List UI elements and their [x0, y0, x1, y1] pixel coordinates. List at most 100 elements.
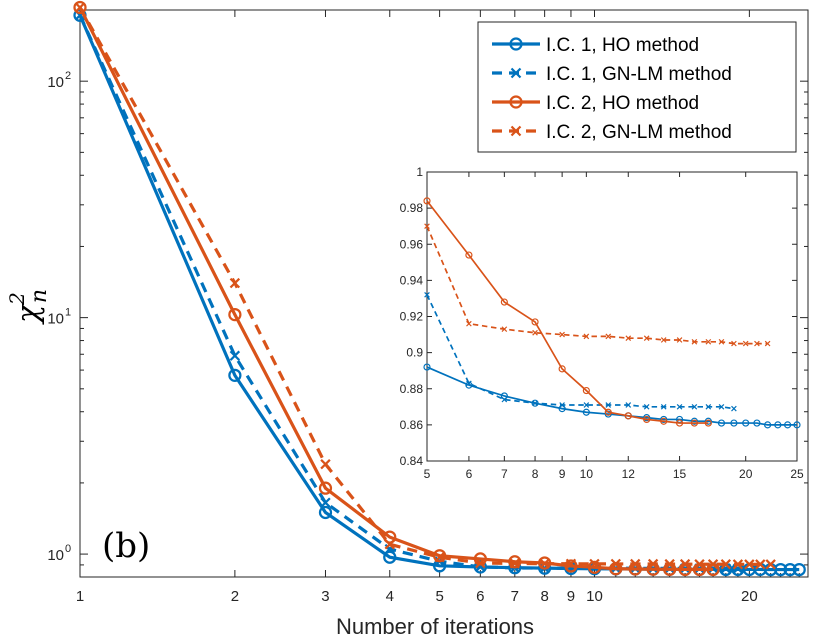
inset-marker-x — [501, 326, 508, 332]
main-marker-x — [707, 559, 719, 570]
inset-series-line — [426, 225, 768, 345]
inset-y-tick-label: 0.92 — [400, 310, 424, 324]
main-marker-x — [229, 350, 241, 361]
inset-marker-x — [424, 292, 430, 298]
inset-frame — [426, 171, 798, 462]
inset-marker-circle — [582, 408, 590, 416]
inset-x-tick-label: 6 — [466, 467, 473, 481]
inset-x-tick-label: 10 — [580, 467, 594, 481]
main-marker-x — [539, 558, 550, 569]
inset-marker-circle — [690, 419, 698, 427]
legend-label: I.C. 2, HO method — [546, 93, 699, 114]
inset-marker-x — [691, 338, 698, 345]
x-tick-label: 2 — [231, 588, 239, 605]
inset-marker-x — [731, 405, 737, 412]
x-tick-label: 10 — [586, 588, 603, 605]
main-marker-circle — [773, 562, 788, 577]
main-marker-x — [565, 558, 577, 569]
main-marker-x — [589, 558, 600, 570]
y-tick-label: 10 — [47, 311, 64, 328]
x-tick-label: 1 — [76, 588, 84, 605]
main-marker-circle — [508, 555, 522, 569]
main-marker-circle — [318, 505, 333, 520]
inset-marker-circle — [742, 419, 750, 427]
svg-text:χ2n: χ2n — [5, 289, 52, 325]
inset-marker-circle — [500, 298, 508, 306]
main-marker-x — [720, 559, 732, 570]
inset-marker-circle — [730, 419, 738, 427]
inset-marker-x — [583, 402, 590, 408]
x-tick-label: 7 — [511, 588, 519, 605]
main-marker-circle — [318, 481, 333, 495]
inset-marker-x — [660, 403, 667, 410]
inset-y-tick-label: 0.9 — [406, 346, 423, 360]
inset-marker-x — [625, 402, 632, 408]
main-marker-x — [694, 559, 705, 570]
main-marker-x — [229, 277, 241, 289]
inset-marker-circle — [604, 408, 612, 416]
inset-marker-x — [705, 403, 712, 410]
inset-x-tick-label: 9 — [559, 467, 566, 481]
inset-marker-x — [532, 329, 538, 336]
inset-marker-x — [643, 335, 650, 341]
inset-marker-x — [718, 338, 725, 345]
y-tick-label: 10 — [47, 547, 64, 564]
inset-x-tick-label: 7 — [501, 467, 508, 481]
main-marker-x — [610, 558, 621, 570]
inset-marker-x — [754, 340, 760, 347]
inset-marker-x — [742, 340, 749, 347]
legend-marker-circle — [509, 37, 523, 51]
inset-marker-circle — [531, 399, 539, 407]
inset-y-tick-label: 0.86 — [400, 418, 424, 432]
inset-marker-circle — [660, 417, 668, 425]
panel-label: (b) — [102, 526, 150, 566]
inset-marker-circle — [675, 419, 684, 427]
inset-marker-circle — [465, 251, 473, 259]
x-tick-label: 5 — [435, 588, 443, 605]
inset-marker-x — [424, 223, 430, 230]
inset-marker-x — [559, 402, 565, 408]
y-axis-label-superscript: 2 — [5, 292, 29, 306]
inset-marker-x — [583, 333, 590, 340]
inset-marker-x — [660, 337, 667, 343]
inset-marker-x — [532, 400, 538, 407]
inset-marker-circle — [764, 421, 772, 429]
x-tick-label: 3 — [321, 588, 329, 605]
main-marker-circle — [792, 562, 806, 577]
main-marker-x — [744, 559, 755, 570]
main-marker-x — [755, 559, 766, 570]
legend-label: I.C. 1, GN-LM method — [546, 64, 732, 85]
inset-marker-circle — [531, 318, 539, 326]
y-axis-label-symbol: χ — [11, 303, 46, 325]
inset-marker-x — [466, 380, 472, 387]
main-marker-x — [434, 552, 445, 563]
main-marker-x — [320, 497, 331, 508]
x-tick-label: 8 — [540, 588, 548, 605]
y-tick-exponent: 2 — [65, 70, 71, 82]
main-marker-circle — [564, 559, 578, 573]
legend-marker-circle — [509, 95, 523, 109]
main-marker-x — [664, 558, 675, 570]
inset-marker-x — [605, 333, 612, 340]
y-axis-label-subscript: n — [27, 289, 52, 303]
legend-marker-x — [510, 125, 522, 137]
legend: I.C. 1, HO method I.C. 1, GN-LM method I.C… — [477, 21, 797, 153]
inset-x-tick-label: 8 — [532, 467, 539, 481]
inset-marker-x — [705, 338, 712, 345]
y-tick-label: 10 — [47, 74, 64, 91]
inset-marker-x — [676, 337, 683, 343]
inset-marker-x — [501, 396, 508, 403]
main-marker-x — [647, 558, 659, 570]
inset-y-tick-label: 1 — [416, 165, 423, 179]
main-marker-x — [765, 559, 776, 570]
x-axis-label: Number of iterations — [336, 614, 534, 639]
inset-x-tick-label: 12 — [622, 467, 636, 481]
inset-y-tick-label: 0.88 — [400, 382, 424, 396]
inset-y-tick-label: 0.96 — [400, 237, 424, 251]
inset-marker-circle — [784, 421, 792, 429]
inset-marker-circle — [643, 415, 651, 424]
legend-label: I.C. 2, GN-LM method — [546, 122, 732, 143]
inset-marker-circle — [624, 412, 632, 420]
inset-y-tick-label: 0.98 — [400, 201, 424, 215]
